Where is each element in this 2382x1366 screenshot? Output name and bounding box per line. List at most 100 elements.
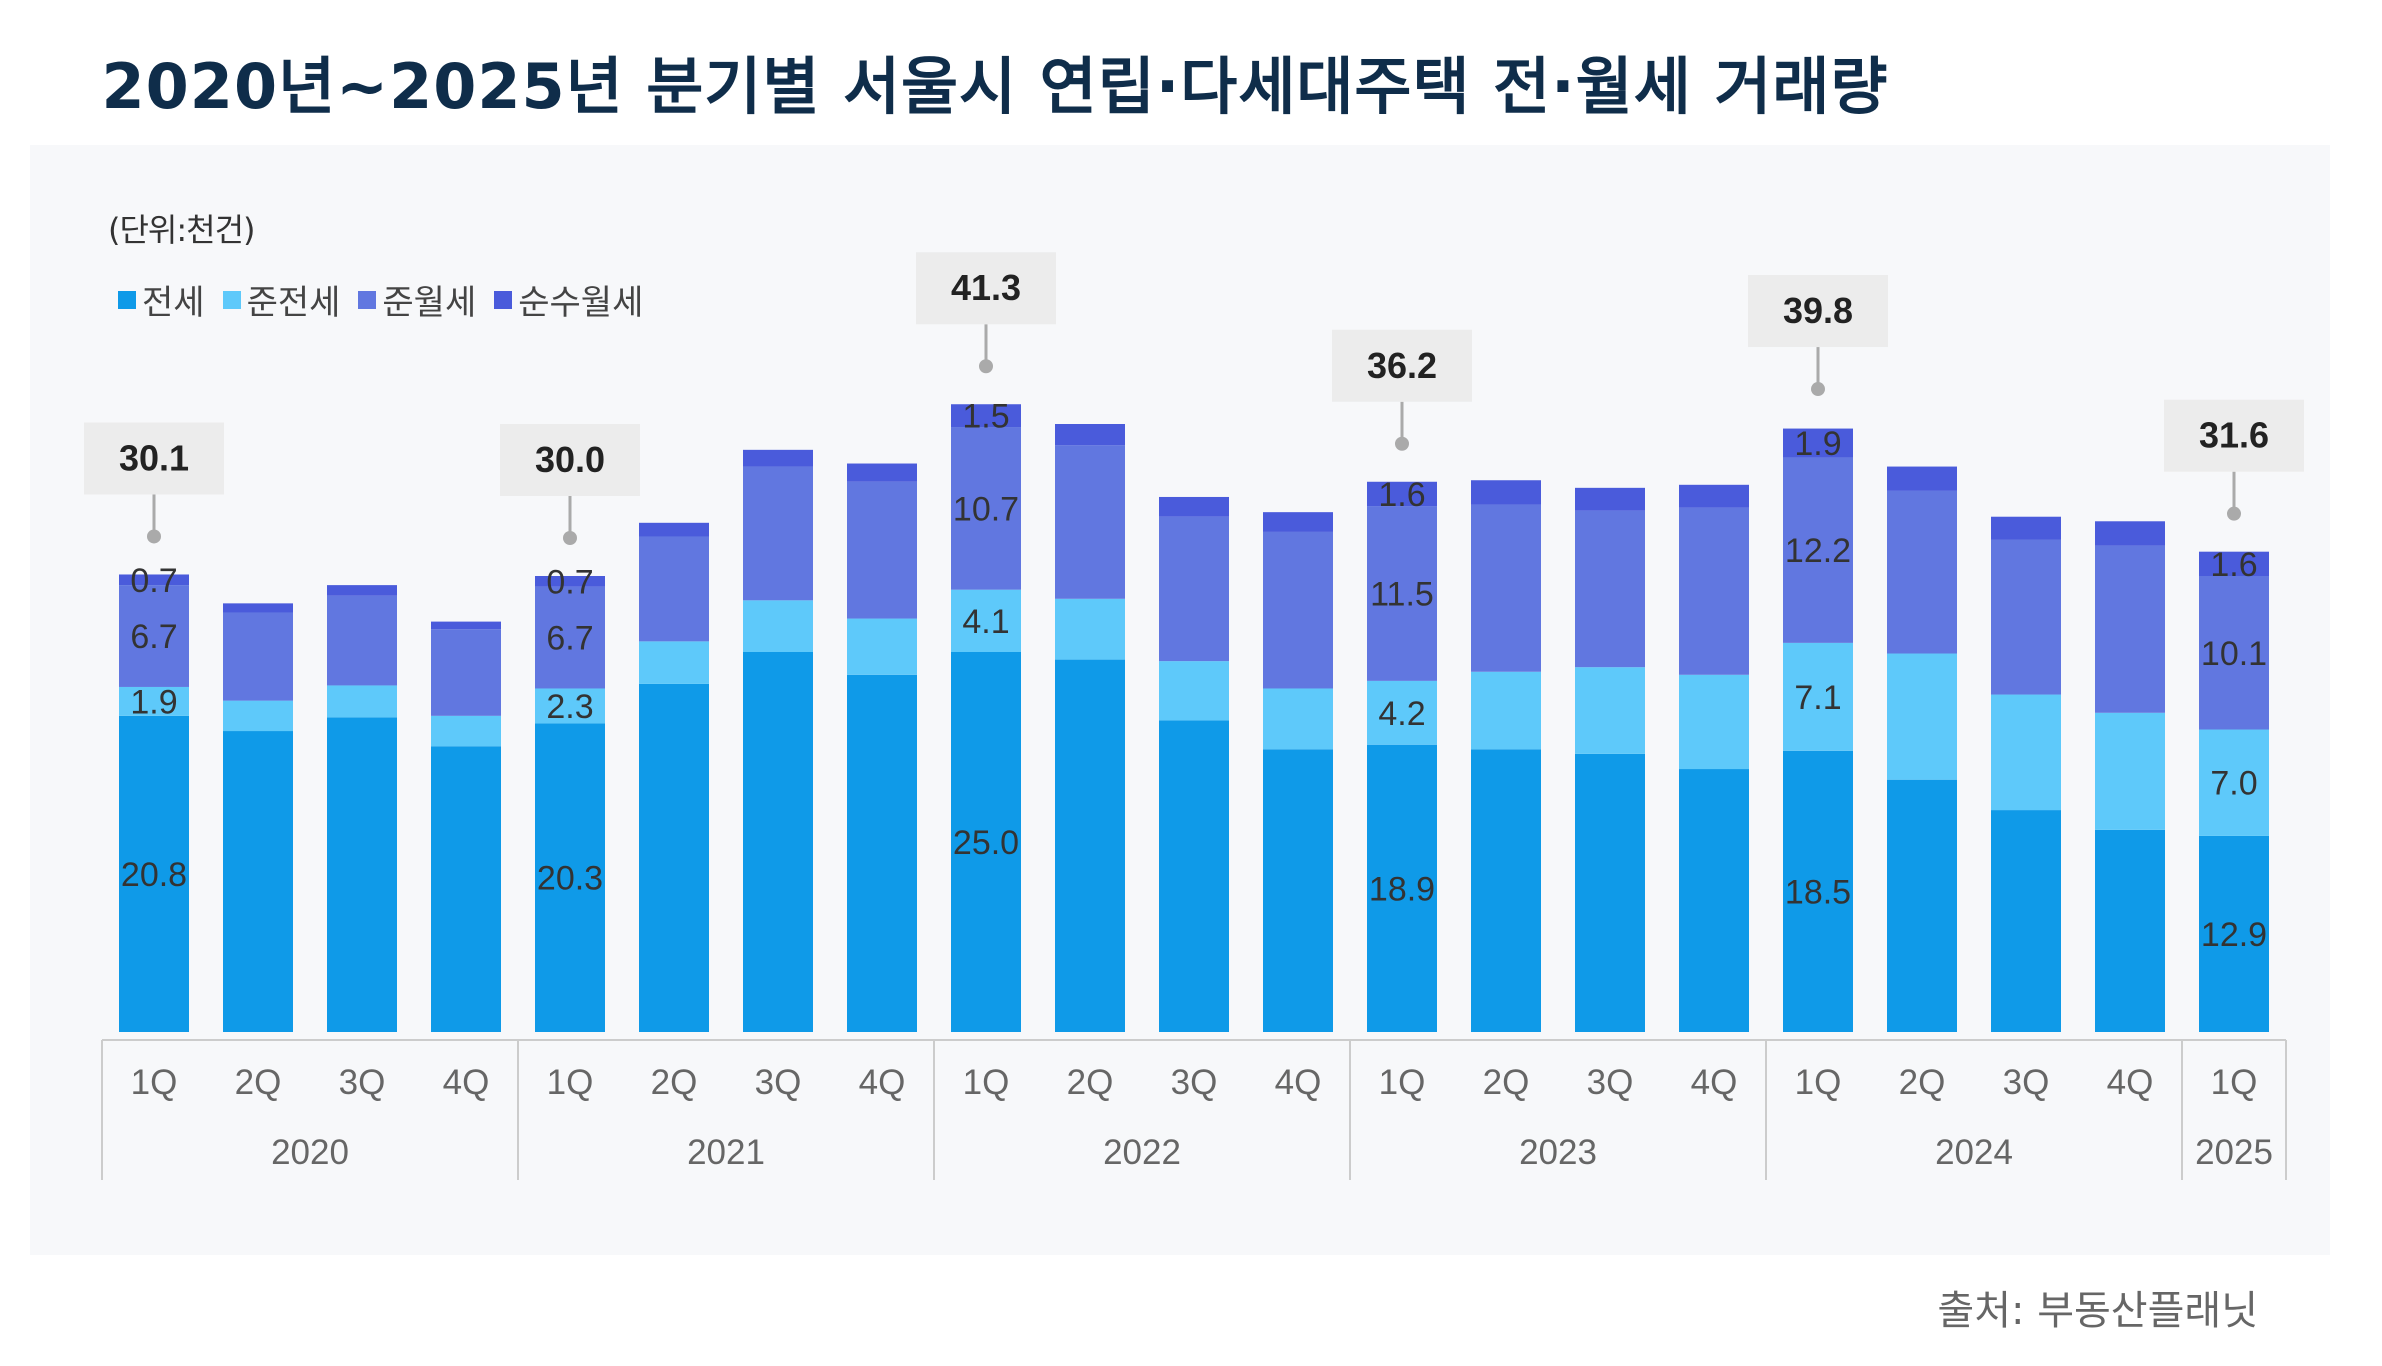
- bar-semi-jeonse-20: [2095, 712, 2165, 830]
- bar-pure-monthly-6: [639, 522, 709, 537]
- bar-pure-monthly-5: [535, 576, 605, 587]
- bar-jeonse-4: [431, 746, 501, 1032]
- year-label-2022: 2022: [1103, 1133, 1181, 1172]
- bar-semi-monthly-10: [1055, 445, 1125, 599]
- bar-pure-monthly-4: [431, 621, 501, 630]
- bar-pure-monthly-10: [1055, 424, 1125, 446]
- bar-jeonse-8: [847, 674, 917, 1032]
- total-label-13: 36.2: [1367, 345, 1437, 386]
- bar-jeonse-15: [1575, 753, 1645, 1032]
- year-label-2025: 2025: [2195, 1133, 2273, 1172]
- bar-semi-jeonse-12: [1263, 688, 1333, 750]
- total-callout-box-13: [1332, 329, 1472, 402]
- segment-label-semi-monthly-5: 6.7: [546, 620, 593, 658]
- bar-semi-jeonse-13: [1367, 680, 1437, 745]
- segment-label-pure-monthly-5: 0.7: [546, 563, 593, 601]
- segment-label-semi-monthly-9: 10.7: [953, 490, 1019, 528]
- x-tick-label-7: 3Q: [755, 1063, 802, 1102]
- bar-semi-jeonse-1: [119, 686, 189, 716]
- bar-semi-jeonse-4: [431, 715, 501, 747]
- bar-semi-jeonse-21: [2199, 729, 2269, 836]
- bar-semi-monthly-6: [639, 536, 709, 642]
- bar-jeonse-17: [1783, 750, 1853, 1032]
- total-callout-box-5: [500, 424, 640, 496]
- bar-jeonse-12: [1263, 749, 1333, 1032]
- total-leader-dot-17: [1811, 382, 1825, 397]
- x-tick-label-9: 1Q: [963, 1063, 1010, 1102]
- bar-semi-monthly-1: [119, 585, 189, 687]
- x-tick-label-15: 3Q: [1587, 1063, 1634, 1102]
- bar-jeonse-5: [535, 723, 605, 1032]
- legend-item-jeonse: 전세: [118, 275, 205, 324]
- bar-jeonse-3: [327, 717, 397, 1032]
- x-tick-label-11: 3Q: [1171, 1063, 1218, 1102]
- x-tick-label-20: 4Q: [2107, 1063, 2154, 1102]
- year-label-2021: 2021: [687, 1133, 765, 1172]
- x-tick-label-21: 1Q: [2211, 1063, 2258, 1102]
- x-tick-label-1: 1Q: [131, 1063, 178, 1102]
- unit-label: (단위:천건): [108, 211, 256, 249]
- bar-semi-jeonse-2: [223, 700, 293, 732]
- bar-semi-jeonse-18: [1887, 653, 1957, 780]
- total-callout-box-9: [916, 252, 1056, 325]
- bar-pure-monthly-8: [847, 463, 917, 482]
- bar-semi-monthly-15: [1575, 510, 1645, 668]
- x-tick-label-2: 2Q: [235, 1063, 282, 1102]
- page-title: 2020년~2025년 분기별 서울시 연립·다세대주택 전·월세 거래량: [101, 50, 1889, 123]
- year-label-2024: 2024: [1935, 1133, 2013, 1172]
- bar-pure-monthly-15: [1575, 487, 1645, 511]
- year-label-2020: 2020: [271, 1133, 349, 1172]
- source-credit: 출처: 부동산플래닛: [1937, 1288, 2258, 1334]
- bar-jeonse-9: [951, 652, 1021, 1032]
- bar-pure-monthly-2: [223, 603, 293, 613]
- bar-pure-monthly-21: [2199, 551, 2269, 576]
- segment-label-pure-monthly-9: 1.5: [962, 398, 1009, 436]
- bar-semi-monthly-5: [535, 586, 605, 689]
- bar-semi-jeonse-3: [327, 685, 397, 718]
- segment-label-jeonse-21: 12.9: [2201, 916, 2267, 954]
- bar-pure-monthly-12: [1263, 512, 1333, 532]
- bar-pure-monthly-20: [2095, 521, 2165, 546]
- total-leader-dot-21: [2227, 506, 2241, 521]
- segment-label-semi-jeonse-17: 7.1: [1794, 679, 1841, 717]
- bar-semi-monthly-18: [1887, 490, 1957, 654]
- x-tick-label-14: 2Q: [1483, 1063, 1530, 1102]
- bar-jeonse-6: [639, 683, 709, 1032]
- bar-pure-monthly-9: [951, 404, 1021, 428]
- bar-semi-monthly-20: [2095, 545, 2165, 713]
- legend-swatch-semi-jeonse: [222, 290, 241, 309]
- total-leader-dot-13: [1395, 436, 1409, 451]
- bar-jeonse-18: [1887, 779, 1957, 1032]
- x-tick-label-6: 2Q: [651, 1063, 698, 1102]
- bar-semi-jeonse-17: [1783, 642, 1853, 751]
- bar-pure-monthly-1: [119, 574, 189, 586]
- total-label-21: 31.6: [2199, 415, 2269, 456]
- total-leader-dot-1: [147, 529, 161, 544]
- total-label-17: 39.8: [1783, 290, 1853, 331]
- bar-jeonse-2: [223, 731, 293, 1032]
- bar-semi-jeonse-15: [1575, 667, 1645, 754]
- bar-semi-jeonse-8: [847, 618, 917, 675]
- legend-label-jeonse: 전세: [142, 283, 205, 323]
- x-tick-label-10: 2Q: [1067, 1063, 1114, 1102]
- bar-jeonse-11: [1159, 720, 1229, 1032]
- x-tick-label-16: 4Q: [1691, 1063, 1738, 1102]
- bar-pure-monthly-7: [743, 449, 813, 467]
- legend-item-semi-jeonse: 준전세: [222, 275, 341, 324]
- segment-label-pure-monthly-13: 1.6: [1378, 476, 1425, 514]
- segment-label-jeonse-13: 18.9: [1369, 870, 1435, 908]
- legend-label-semi-jeonse: 준전세: [246, 283, 341, 323]
- x-tick-label-12: 4Q: [1275, 1063, 1322, 1102]
- bar-semi-jeonse-5: [535, 688, 605, 724]
- bar-jeonse-10: [1055, 659, 1125, 1032]
- x-tick-label-13: 1Q: [1379, 1063, 1426, 1102]
- total-leader-dot-5: [563, 531, 577, 545]
- bar-semi-monthly-12: [1263, 531, 1333, 689]
- segment-label-jeonse-5: 20.3: [537, 860, 603, 898]
- bar-semi-jeonse-16: [1679, 674, 1749, 770]
- year-label-2023: 2023: [1519, 1133, 1597, 1172]
- x-tick-label-4: 4Q: [443, 1063, 490, 1102]
- bar-pure-monthly-17: [1783, 428, 1853, 458]
- segment-label-semi-jeonse-13: 4.2: [1378, 695, 1425, 733]
